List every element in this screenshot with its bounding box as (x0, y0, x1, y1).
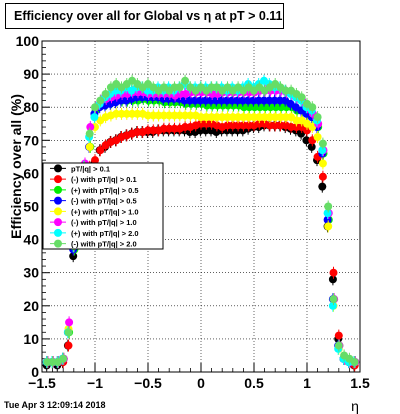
y-tick-label: 40 (23, 232, 39, 248)
data-point (59, 354, 68, 363)
x-tick-label: 0 (197, 375, 205, 391)
data-point (329, 295, 338, 304)
y-tick-label: 70 (23, 132, 39, 148)
legend-marker (54, 185, 62, 194)
data-point (85, 129, 94, 138)
data-point (324, 202, 333, 211)
data-point (313, 113, 322, 122)
legend-marker (54, 239, 62, 248)
legend-box (42, 162, 164, 250)
data-point (90, 113, 99, 122)
data-point (323, 209, 332, 218)
y-tick-label: 10 (23, 331, 39, 347)
data-point (65, 318, 74, 327)
data-point (307, 142, 316, 151)
data-point (318, 182, 327, 191)
y-tick-label: 100 (16, 33, 40, 49)
data-point (324, 222, 333, 231)
data-point (181, 76, 190, 85)
data-point (64, 328, 73, 337)
data-point (328, 301, 337, 310)
y-tick-label: 60 (23, 165, 39, 181)
y-tick-label: 90 (23, 66, 39, 82)
y-tick-label: 80 (23, 99, 39, 115)
chart-title-box: Efficiency over all for Global vs η at p… (5, 3, 284, 29)
data-point (308, 103, 317, 112)
x-tick-label: −0.5 (134, 375, 162, 391)
data-point (318, 139, 327, 148)
data-point (297, 93, 306, 102)
data-point (318, 159, 327, 168)
data-point (308, 123, 317, 132)
legend-marker (54, 175, 62, 184)
data-point (91, 103, 99, 112)
legend-entry: (+) with pT/|q| > 2.0 (71, 229, 139, 238)
data-point (91, 156, 99, 165)
legend: pT/|q| > 0.1 (-) with pT/|q| > 0.1 (+) wit… (42, 162, 164, 250)
data-point (101, 89, 110, 98)
legend-marker (54, 196, 62, 205)
data-point (318, 146, 327, 155)
data-point (64, 341, 73, 350)
x-axis-label: η (351, 398, 359, 414)
legend-marker (54, 207, 62, 216)
legend-marker (54, 164, 62, 173)
data-point (297, 129, 306, 138)
y-tick-label: 30 (23, 265, 39, 281)
data-point (85, 142, 94, 151)
data-point (334, 341, 343, 350)
x-tick-label: 0.5 (244, 375, 264, 391)
legend-marker (54, 228, 62, 237)
legend-marker (54, 218, 62, 227)
timestamp: Tue Apr 3 12:09:14 2018 (4, 400, 106, 410)
legend-entry: (+) with pT/|q| > 1.0 (71, 207, 139, 216)
data-point (175, 83, 184, 92)
legend-entry: (+) with pT/|q| > 0.5 (71, 186, 139, 195)
data-point (96, 146, 105, 155)
y-tick-label: 0 (31, 364, 39, 380)
legend-entry: (-) with pT/|q| > 1.0 (71, 218, 137, 227)
data-point (302, 136, 311, 145)
y-tick-label: 20 (23, 298, 39, 314)
data-point (328, 275, 337, 284)
x-tick-label: 1 (303, 375, 311, 391)
data-point (313, 132, 322, 141)
data-point (69, 252, 78, 261)
y-tick-label: 50 (23, 199, 39, 215)
data-point (334, 331, 343, 340)
y-axis-label: Efficiency over all (%) (8, 94, 24, 239)
legend-entry: (-) with pT/|q| > 0.5 (71, 197, 137, 206)
data-point (318, 172, 327, 181)
legend-entry: (-) with pT/|q| > 2.0 (71, 240, 137, 249)
x-tick-label: 1.5 (350, 375, 370, 391)
data-point (96, 96, 105, 105)
chart-title: Efficiency over all for Global vs η at p… (14, 9, 283, 23)
legend-entry: (-) with pT/|q| > 0.1 (71, 175, 137, 184)
data-point (350, 358, 359, 367)
data-point (323, 215, 332, 224)
data-point (86, 123, 95, 132)
legend-entry: pT/|q| > 0.1 (71, 164, 110, 173)
x-tick-label: −1 (87, 375, 103, 391)
axes: 0 10 20 30 40 50 60 70 80 90 100 −1.5 −1 −0.5 0 0.5 1 1.5 (16, 33, 370, 391)
data-point (329, 268, 338, 277)
x-tick-label: −1.5 (28, 375, 56, 391)
